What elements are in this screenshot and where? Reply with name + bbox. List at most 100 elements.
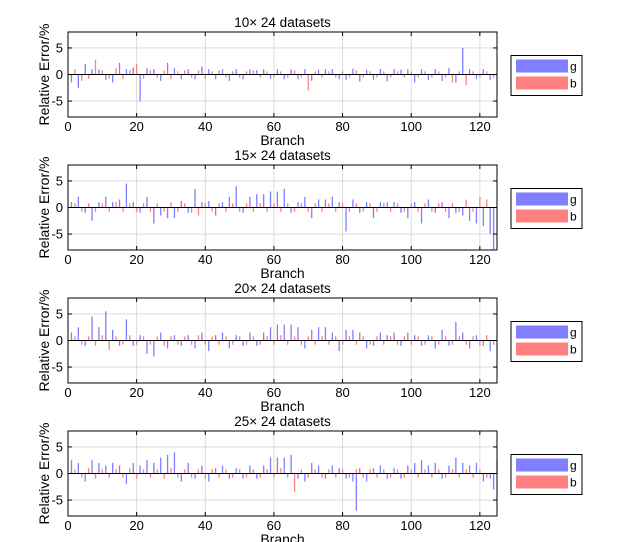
bar-b xyxy=(129,468,131,474)
bar-b xyxy=(163,207,165,212)
bar-b xyxy=(94,59,97,75)
bar-g xyxy=(242,207,244,213)
bar-g xyxy=(407,332,409,341)
bar-g xyxy=(221,465,224,474)
bar-b xyxy=(376,336,378,341)
bar-b xyxy=(314,71,316,75)
bar-g xyxy=(242,340,244,346)
bar-g xyxy=(112,462,114,474)
bar-g xyxy=(98,327,100,341)
bar-g xyxy=(468,207,471,221)
bar-b xyxy=(280,335,282,341)
x-tick-label: 0 xyxy=(64,385,71,400)
bar-g xyxy=(201,465,203,474)
x-tick-label: 40 xyxy=(198,119,212,134)
bar-b xyxy=(451,340,454,345)
bar-b xyxy=(314,469,316,474)
bar-g xyxy=(208,69,210,75)
bar-g xyxy=(70,332,73,341)
bar-b xyxy=(266,71,268,75)
bar-b xyxy=(190,340,193,345)
bar-b xyxy=(87,336,90,341)
bar-b xyxy=(184,203,186,208)
bar-b xyxy=(136,63,138,75)
x-tick-label: 80 xyxy=(335,385,349,400)
bar-b xyxy=(149,70,152,75)
bar-g xyxy=(427,465,430,474)
bar-g xyxy=(256,70,258,75)
bar-b xyxy=(225,74,227,78)
bar-b xyxy=(239,336,241,341)
x-tick-label: 40 xyxy=(198,518,212,533)
bar-g xyxy=(166,340,169,349)
bar-b xyxy=(225,207,227,212)
bar-b xyxy=(431,336,433,341)
bar-b xyxy=(438,469,440,474)
bar-b xyxy=(197,207,200,216)
bar-b xyxy=(142,469,145,474)
bar-g xyxy=(331,465,333,474)
bar-g xyxy=(112,74,114,83)
bar-b xyxy=(369,340,371,345)
bar-b xyxy=(300,340,303,345)
bar-b xyxy=(94,340,97,346)
bar-b xyxy=(115,202,117,208)
bar-g xyxy=(468,465,471,474)
bar-b xyxy=(280,468,282,474)
bar-g xyxy=(146,196,148,208)
bar-g xyxy=(269,457,272,474)
bar-b xyxy=(355,70,357,75)
bar-g xyxy=(235,69,237,75)
bar-b xyxy=(170,468,172,474)
bar-g xyxy=(70,460,73,474)
legend-label-b: b xyxy=(570,476,577,490)
bar-b xyxy=(177,207,179,212)
bar-b xyxy=(81,473,83,478)
bar-g xyxy=(317,327,320,341)
bar-g xyxy=(393,69,395,75)
bar-b xyxy=(492,340,495,345)
bar-g xyxy=(441,74,443,81)
y-tick-label: 0 xyxy=(56,333,63,348)
bar-g xyxy=(441,473,443,479)
bar-b xyxy=(417,473,419,478)
bar-g xyxy=(393,332,395,341)
bar-g xyxy=(180,473,182,482)
bar-b xyxy=(314,203,316,208)
x-tick-label: 20 xyxy=(129,252,143,267)
legend-swatch-g xyxy=(516,59,568,73)
bar-g xyxy=(214,74,217,80)
x-tick-label: 60 xyxy=(267,252,281,267)
bar-g xyxy=(365,340,368,349)
bar-g xyxy=(180,201,182,208)
bar-g xyxy=(462,332,464,341)
y-tick-label: 0 xyxy=(56,466,63,481)
bar-g xyxy=(105,74,107,80)
bar-g xyxy=(91,69,93,75)
bar-b xyxy=(328,469,330,474)
bar-g xyxy=(414,202,416,208)
bar-b xyxy=(163,473,165,479)
bar-b xyxy=(492,74,495,78)
bar-b xyxy=(390,207,392,212)
bar-b xyxy=(81,340,83,345)
bar-b xyxy=(390,473,392,478)
bar-b xyxy=(211,336,213,341)
bar-b xyxy=(273,340,275,345)
bar-b xyxy=(204,203,206,208)
bar-b xyxy=(396,340,399,345)
bar-g xyxy=(345,74,347,80)
bar-g xyxy=(297,473,299,479)
bar-g xyxy=(84,63,86,75)
bar-b xyxy=(156,336,158,341)
bar-b xyxy=(479,196,481,208)
bar-g xyxy=(132,202,134,208)
bar-g xyxy=(153,69,155,75)
bar-g xyxy=(84,207,86,213)
bar-g xyxy=(228,473,231,479)
bar-g xyxy=(242,74,244,80)
bar-g xyxy=(331,332,333,341)
bar-b xyxy=(245,203,248,208)
bar-b xyxy=(431,473,433,478)
